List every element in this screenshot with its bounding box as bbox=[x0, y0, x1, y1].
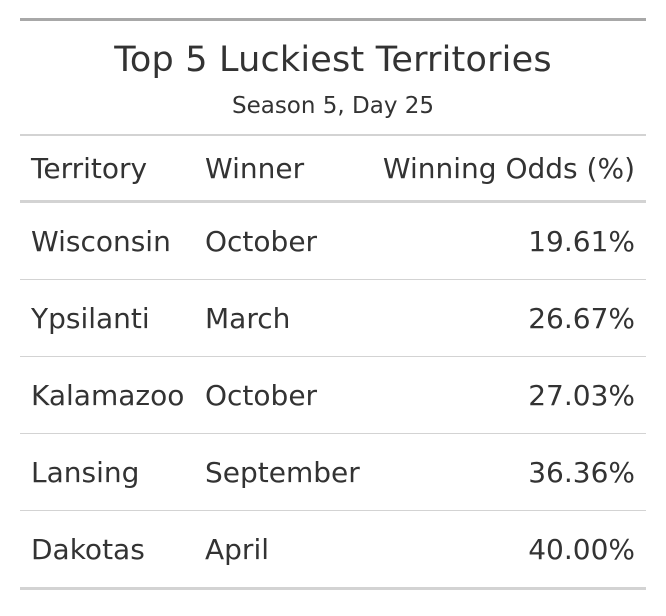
table-row: Kalamazoo October 27.03% bbox=[20, 356, 646, 434]
winner-cell: September bbox=[194, 433, 368, 511]
data-table: Territory Winner Winning Odds (%) Wiscon… bbox=[20, 136, 646, 590]
header-rule bbox=[20, 134, 646, 136]
odds-cell: 19.61% bbox=[368, 201, 646, 280]
odds-cell: 27.03% bbox=[368, 356, 646, 434]
luckiest-territories-table: Top 5 Luckiest Territories Season 5, Day… bbox=[20, 18, 646, 590]
winner-cell: March bbox=[194, 279, 368, 357]
territory-cell: Kalamazoo bbox=[20, 356, 194, 434]
table-row: Dakotas April 40.00% bbox=[20, 510, 646, 590]
winner-cell: April bbox=[194, 510, 368, 590]
territory-cell: Lansing bbox=[20, 433, 194, 511]
top-rule bbox=[20, 18, 646, 21]
odds-cell: 36.36% bbox=[368, 433, 646, 511]
territory-cell: Dakotas bbox=[20, 510, 194, 590]
winner-cell: October bbox=[194, 201, 368, 280]
column-header-territory: Territory bbox=[20, 136, 194, 203]
header-row: Territory Winner Winning Odds (%) bbox=[20, 136, 646, 203]
table-title: Top 5 Luckiest Territories bbox=[114, 40, 552, 80]
odds-cell: 40.00% bbox=[368, 510, 646, 590]
table-row: Ypsilanti March 26.67% bbox=[20, 279, 646, 357]
table-row: Lansing September 36.36% bbox=[20, 433, 646, 511]
winner-cell: October bbox=[194, 356, 368, 434]
odds-cell: 26.67% bbox=[368, 279, 646, 357]
column-header-winner: Winner bbox=[194, 136, 368, 203]
column-header-winning-odds: Winning Odds (%) bbox=[368, 136, 646, 203]
territory-cell: Wisconsin bbox=[20, 201, 194, 280]
table-row: Wisconsin October 19.61% bbox=[20, 201, 646, 280]
territory-cell: Ypsilanti bbox=[20, 279, 194, 357]
table-subtitle: Season 5, Day 25 bbox=[231, 93, 435, 119]
